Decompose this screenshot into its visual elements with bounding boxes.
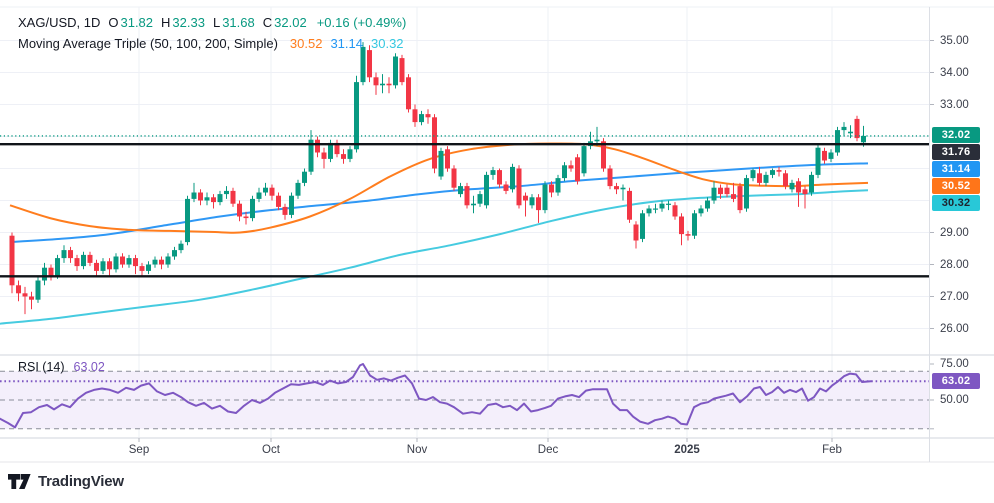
ma100-value: 31.14 <box>330 36 363 51</box>
candlesticks-layer <box>9 42 866 315</box>
ma-indicator-title[interactable]: Moving Average Triple (50, 100, 200, Sim… <box>18 36 278 51</box>
open-value: 31.82 <box>120 15 154 30</box>
ma50-value-badge: 30.52 <box>932 178 980 195</box>
open-value-group: O 31.82 <box>108 15 153 30</box>
high-label: H <box>161 15 171 30</box>
low-value: 31.68 <box>222 15 255 30</box>
time-axis-label: Sep <box>128 444 150 456</box>
rsi-value: 63.02 <box>73 360 105 374</box>
price-tick-label: 28.00 <box>940 258 969 271</box>
tradingview-brand-text: TradingView <box>38 473 124 490</box>
ma50-line[interactable] <box>9 142 869 234</box>
rsi-tick-label: 50.00 <box>940 394 969 406</box>
price-tick-label: 35.00 <box>940 34 969 47</box>
resistance-level-badge: 31.76 <box>932 144 980 161</box>
time-axis-label: Dec <box>537 444 559 456</box>
low-label: L <box>212 15 221 30</box>
change-value: +0.16 (+0.49%) <box>316 15 407 30</box>
rsi-tick-label: 75.00 <box>940 358 969 370</box>
current-price-badge: 32.02 <box>932 127 980 144</box>
price-tick-label: 26.00 <box>940 322 969 335</box>
time-axis-label: Oct <box>262 444 280 456</box>
price-tick-label: 34.00 <box>940 66 969 79</box>
tradingview-attribution[interactable]: TradingView <box>8 473 124 490</box>
time-axis-label: Nov <box>406 444 428 456</box>
close-label: C <box>262 15 273 30</box>
time-axis-label: 2025 <box>674 444 700 456</box>
close-value-group: C 32.02 <box>263 15 307 30</box>
price-tick-label: 29.00 <box>940 226 969 239</box>
ma100-line[interactable] <box>9 162 869 244</box>
rsi-value-badge: 63.02 <box>932 373 980 390</box>
ma100-value-badge: 31.14 <box>932 161 980 178</box>
time-axis[interactable]: Sep Oct Nov Dec 2025 Feb <box>0 438 994 462</box>
symbol-title[interactable]: XAG/USD, 1D <box>18 15 101 30</box>
time-axis-label: Feb <box>822 444 842 456</box>
low-value-group: L 31.68 <box>213 15 255 30</box>
high-value-group: H 32.33 <box>161 15 205 30</box>
ma50-value: 30.52 <box>289 36 323 51</box>
tradingview-logo-icon <box>8 474 31 489</box>
ma200-value: 30.32 <box>371 36 404 51</box>
open-label: O <box>108 15 119 30</box>
high-value: 32.33 <box>172 15 205 30</box>
rsi-indicator-legend: RSI (14) 63.02 <box>18 360 105 374</box>
ma-indicator-legend: Moving Average Triple (50, 100, 200, Sim… <box>18 36 404 51</box>
rsi-line[interactable] <box>0 363 872 429</box>
close-value: 32.02 <box>274 15 307 30</box>
symbol-legend: XAG/USD, 1D O 31.82 H 32.33 L 31.68 C 32.02 … <box>18 15 406 30</box>
rsi-indicator-title[interactable]: RSI (14) <box>18 360 65 374</box>
price-tick-label: 27.00 <box>940 290 969 303</box>
price-axis[interactable]: 35.00 34.00 33.00 29.00 28.00 27.00 26.00 75.00… <box>930 0 994 462</box>
price-tick-label: 33.00 <box>940 98 969 111</box>
ma200-value-badge: 30.32 <box>932 195 980 212</box>
ma200-line[interactable] <box>0 189 869 325</box>
